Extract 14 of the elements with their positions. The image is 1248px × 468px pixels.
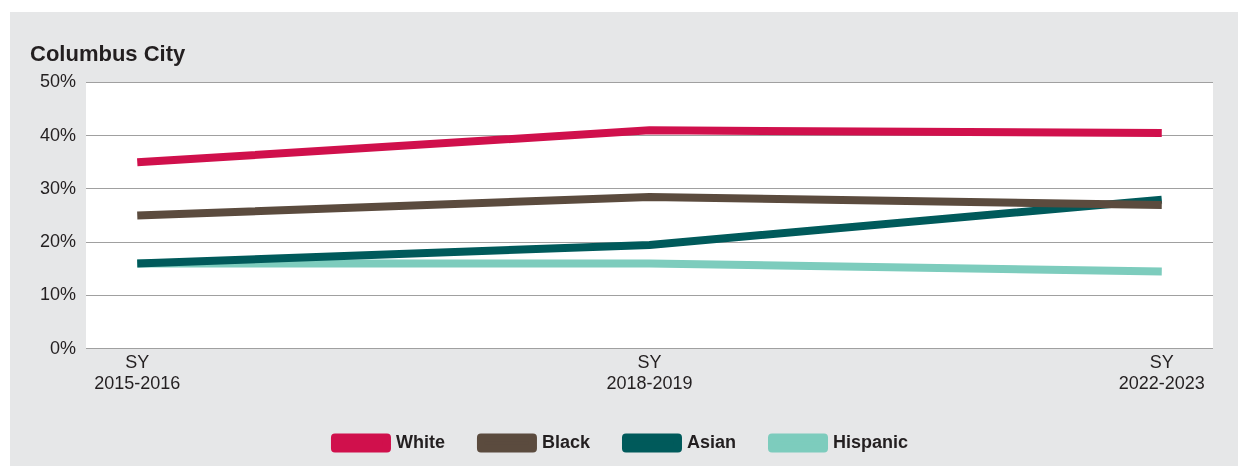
y-tick-label: 30% xyxy=(40,177,77,198)
chart-title: Columbus City xyxy=(30,41,186,67)
legend-label: Asian xyxy=(686,431,737,452)
legend-label: Black xyxy=(541,431,591,452)
x-tick-label: SY 2015-2016 xyxy=(94,351,181,394)
y-tick-label: 10% xyxy=(40,284,77,305)
y-tick-label: 0% xyxy=(50,337,77,358)
x-tick-label: SY 2022-2023 xyxy=(1118,351,1205,394)
y-tick-label: 20% xyxy=(40,231,77,252)
legend-label: Hispanic xyxy=(833,431,909,452)
y-tick-label: 40% xyxy=(40,124,77,145)
x-tick-label: SY 2018-2019 xyxy=(606,351,693,394)
legend-label: White xyxy=(395,431,445,452)
y-tick-label: 50% xyxy=(40,71,77,92)
